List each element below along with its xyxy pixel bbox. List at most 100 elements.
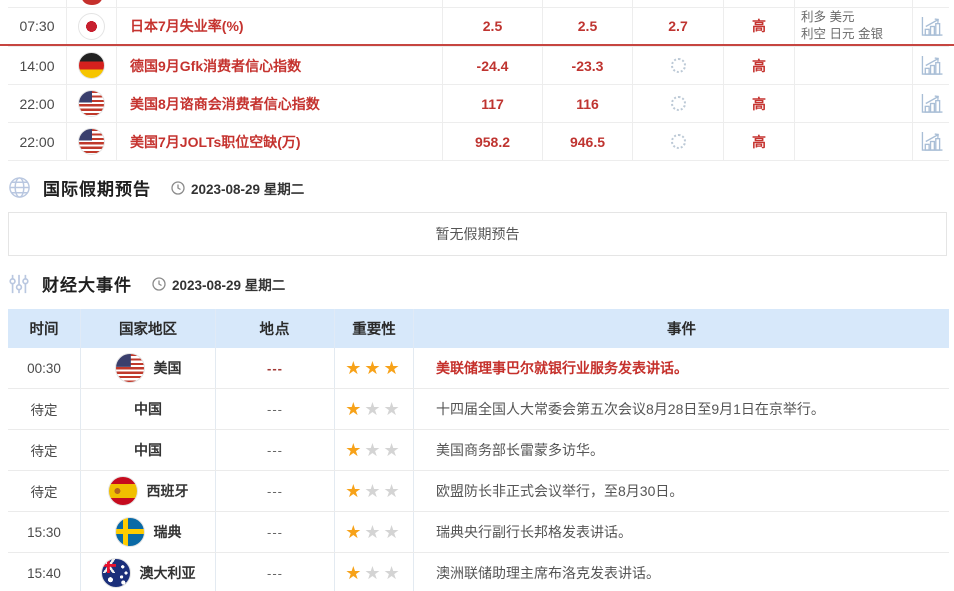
events-date: 2023-08-29 星期二: [152, 274, 285, 294]
market-effect: 利多 美元 利空 日元 金银: [795, 8, 913, 44]
event-location: ---: [216, 512, 335, 552]
importance-badge: 高: [724, 8, 795, 44]
current-time-indicator: [0, 44, 954, 46]
chart-button[interactable]: [913, 8, 949, 44]
country-name: 瑞典: [153, 524, 182, 540]
australia-flag-icon: [100, 558, 131, 588]
release-time: 22:00: [8, 85, 67, 122]
effect-cell: [795, 0, 913, 7]
importance-badge: 高: [724, 85, 795, 122]
loading-spinner-icon: [670, 58, 686, 73]
event-location: ---: [216, 553, 335, 591]
actual-value: 2.7: [633, 8, 724, 44]
holiday-section-title: 国际假期预告: [43, 180, 151, 199]
actual-value-pending: [633, 85, 724, 122]
loading-spinner-icon: [670, 134, 686, 149]
events-table-header: 时间 国家地区 地点 重要性 事件: [8, 309, 949, 348]
event-description: 美国商务部长雷蒙多访华。: [436, 442, 604, 458]
clock-icon: [152, 276, 166, 291]
event-location: ---: [216, 471, 335, 511]
holiday-empty-box: 暂无假期预告: [8, 212, 947, 256]
chart-cell: [913, 0, 949, 7]
germany-flag-icon: [78, 52, 105, 79]
indicator-name-link[interactable]: 德国9月Gfk消费者信心指数: [117, 47, 443, 84]
actual-value-pending: [633, 47, 724, 84]
forecast-value: -23.3: [543, 47, 633, 84]
bar-chart-with-arrow-icon: [921, 131, 942, 151]
release-time: 07:30: [8, 8, 67, 44]
country-name: 中国: [134, 401, 162, 417]
table-row-japan-unemployment: 07:30 日本7月失业率(%) 2.5 2.5 2.7 高 利多 美元 利空 …: [8, 7, 949, 44]
importance-badge: 高: [724, 47, 795, 84]
importance-cell: [724, 0, 795, 7]
event-location: ---: [216, 389, 335, 429]
loading-spinner-icon: [670, 96, 686, 111]
importance-stars: ★★★: [345, 522, 403, 542]
importance-stars: ★★★: [345, 440, 403, 460]
event-row-raimondo-visit: 待定 中国 --- ★★★ 美国商务部长雷蒙多访华。: [8, 430, 949, 471]
previous-value: -24.4: [443, 47, 543, 84]
event-row-riksbank-speech: 15:30 瑞典 --- ★★★ 瑞典央行副行长邦格发表讲话。: [8, 512, 949, 553]
event-location: ---: [216, 430, 335, 470]
bar-chart-with-arrow-icon: [921, 55, 942, 75]
table-row-germany-gfk: 14:00 德国9月Gfk消费者信心指数 -24.4 -23.3 高: [8, 46, 949, 84]
events-section-header: 财经大事件 2023-08-29 星期二: [8, 271, 285, 296]
chart-button[interactable]: [913, 123, 949, 160]
forecast-value-cell: [543, 0, 633, 7]
header-time: 时间: [8, 309, 81, 348]
chart-button[interactable]: [913, 47, 949, 84]
flag-cell: [67, 0, 117, 7]
data-calendar-table: 07:30 日本7月失业率(%) 2.5 2.5 2.7 高 利多 美元 利空 …: [0, 0, 954, 161]
events-table: 时间 国家地区 地点 重要性 事件 00:30 美国 --- ★★★ 美联储理事…: [8, 309, 949, 591]
previous-flag-fragment: [82, 0, 102, 5]
sliders-icon: [9, 274, 29, 293]
event-row-rba-bullock-speech: 15:40 澳大利亚 --- ★★★ 澳洲联储助理主席布洛克发表讲话。: [8, 553, 949, 591]
country-name: 美国: [153, 360, 182, 376]
country-name: 西班牙: [146, 483, 189, 499]
indicator-name-link[interactable]: 美国8月谘商会消费者信心指数: [117, 85, 443, 122]
market-effect: [795, 47, 913, 84]
importance-stars: ★★★: [345, 358, 403, 378]
event-row-fed-barr-speech: 00:30 美国 --- ★★★ 美联储理事巴尔就银行业服务发表讲话。: [8, 348, 949, 389]
event-time: 待定: [8, 471, 81, 511]
importance-stars: ★★★: [345, 399, 403, 419]
table-row-us-consumer-confidence: 22:00 美国8月谘商会消费者信心指数 117 116 高: [8, 84, 949, 122]
forecast-value: 2.5: [543, 8, 633, 44]
bar-chart-with-arrow-icon: [921, 16, 942, 36]
holiday-empty-text: 暂无假期预告: [435, 226, 520, 242]
indicator-name-link[interactable]: 日本7月失业率(%): [117, 8, 443, 44]
country-name: 中国: [134, 442, 162, 458]
table-row-us-jolts: 22:00 美国7月JOLTs职位空缺(万) 958.2 946.5 高: [8, 122, 949, 161]
bar-chart-with-arrow-icon: [921, 93, 942, 113]
release-time: 14:00: [8, 47, 67, 84]
usa-flag-icon: [114, 353, 145, 383]
market-effect: [795, 123, 913, 160]
event-time: 00:30: [8, 348, 81, 388]
event-row-eu-defense-meeting: 待定 西班牙 --- ★★★ 欧盟防长非正式会议举行，至8月30日。: [8, 471, 949, 512]
holiday-date: 2023-08-29 星期二: [171, 178, 304, 198]
event-time: 待定: [8, 430, 81, 470]
effect-bullish: 利多 美元: [801, 10, 855, 24]
event-time: 待定: [8, 389, 81, 429]
chart-button[interactable]: [913, 85, 949, 122]
event-description: 瑞典央行副行长邦格发表讲话。: [436, 524, 632, 540]
importance-badge: 高: [724, 123, 795, 160]
effect-bearish: 利空 日元 金银: [801, 27, 883, 41]
usa-flag-icon: [78, 128, 105, 155]
event-description-link[interactable]: 美联储理事巴尔就银行业服务发表讲话。: [436, 360, 688, 376]
indicator-name-link[interactable]: 美国7月JOLTs职位空缺(万): [117, 123, 443, 160]
country-name: 澳大利亚: [139, 565, 196, 581]
previous-value: 958.2: [443, 123, 543, 160]
events-date-text: 2023-08-29 星期二: [172, 277, 286, 293]
forecast-value: 946.5: [543, 123, 633, 160]
time-cell: [8, 0, 67, 7]
event-location: ---: [216, 348, 335, 388]
actual-value-pending: [633, 123, 724, 160]
previous-value-cell: [443, 0, 543, 7]
event-description: 欧盟防长非正式会议举行，至8月30日。: [436, 483, 684, 499]
importance-stars: ★★★: [345, 481, 403, 501]
sweden-flag-icon: [114, 517, 145, 547]
market-effect: [795, 85, 913, 122]
forecast-value: 116: [543, 85, 633, 122]
